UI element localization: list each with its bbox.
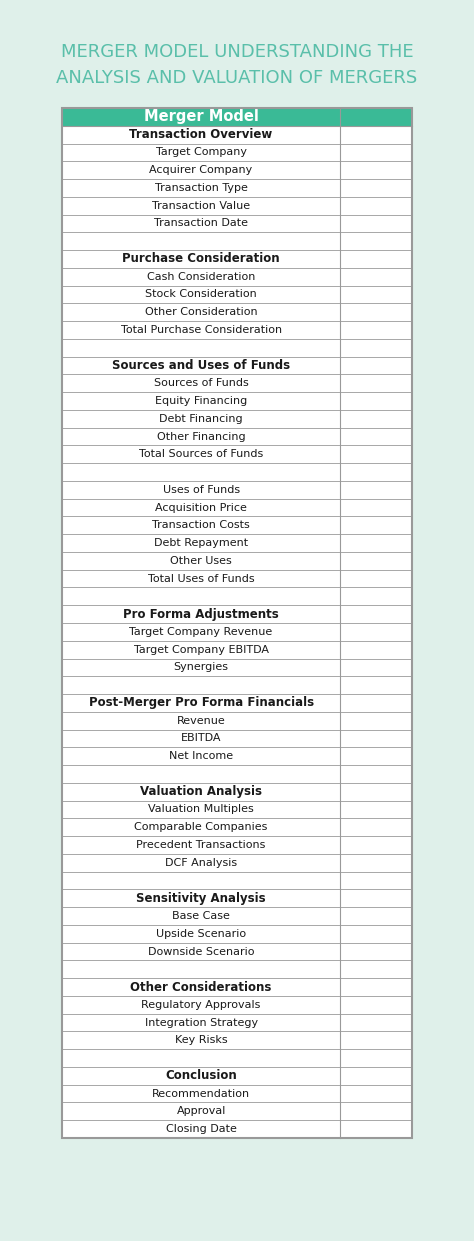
Text: Total Uses of Funds: Total Uses of Funds [148, 573, 255, 583]
Text: Uses of Funds: Uses of Funds [163, 485, 240, 495]
Bar [62, 108, 412, 125]
Text: Regulatory Approvals: Regulatory Approvals [141, 1000, 261, 1010]
Text: Approval: Approval [176, 1107, 226, 1117]
Text: DCF Analysis: DCF Analysis [165, 858, 237, 867]
Text: Stock Consideration: Stock Consideration [145, 289, 257, 299]
Text: Target Company Revenue: Target Company Revenue [129, 627, 273, 637]
Text: Acquisition Price: Acquisition Price [155, 503, 247, 513]
Text: Integration Strategy: Integration Strategy [145, 1018, 258, 1028]
Text: EBITDA: EBITDA [181, 733, 221, 743]
Text: Debt Repayment: Debt Repayment [154, 539, 248, 549]
Text: Pro Forma Adjustments: Pro Forma Adjustments [123, 608, 279, 620]
Text: Transaction Costs: Transaction Costs [152, 520, 250, 530]
Text: Revenue: Revenue [177, 716, 226, 726]
Text: Merger Model: Merger Model [144, 109, 258, 124]
Text: Sensitivity Analysis: Sensitivity Analysis [137, 892, 266, 905]
Text: ANALYSIS AND VALUATION OF MERGERS: ANALYSIS AND VALUATION OF MERGERS [56, 69, 418, 87]
Text: Valuation Analysis: Valuation Analysis [140, 786, 262, 798]
Text: Other Consideration: Other Consideration [145, 308, 257, 318]
Text: Total Purchase Consideration: Total Purchase Consideration [120, 325, 282, 335]
Text: Other Uses: Other Uses [170, 556, 232, 566]
Text: Downside Scenario: Downside Scenario [148, 947, 255, 957]
Text: Purchase Consideration: Purchase Consideration [122, 252, 280, 266]
Text: Base Case: Base Case [172, 911, 230, 921]
Text: Net Income: Net Income [169, 751, 233, 761]
Bar [62, 108, 412, 1138]
Text: Other Financing: Other Financing [157, 432, 246, 442]
Bar [62, 108, 412, 1138]
Text: MERGER MODEL UNDERSTANDING THE: MERGER MODEL UNDERSTANDING THE [61, 43, 413, 61]
Text: Precedent Transactions: Precedent Transactions [137, 840, 266, 850]
Text: Transaction Overview: Transaction Overview [129, 128, 273, 141]
Text: Acquirer Company: Acquirer Company [149, 165, 253, 175]
Text: Synergies: Synergies [173, 663, 228, 673]
Text: Equity Financing: Equity Financing [155, 396, 247, 406]
Text: Other Considerations: Other Considerations [130, 980, 272, 994]
Text: Valuation Multiples: Valuation Multiples [148, 804, 254, 814]
Text: Sources and Uses of Funds: Sources and Uses of Funds [112, 359, 290, 372]
Text: Conclusion: Conclusion [165, 1070, 237, 1082]
Text: Total Sources of Funds: Total Sources of Funds [139, 449, 263, 459]
Text: Target Company: Target Company [155, 148, 246, 158]
Text: Cash Consideration: Cash Consideration [147, 272, 255, 282]
Text: Transaction Value: Transaction Value [152, 201, 250, 211]
Text: Post-Merger Pro Forma Financials: Post-Merger Pro Forma Financials [89, 696, 314, 710]
Text: Key Risks: Key Risks [175, 1035, 228, 1045]
Text: Debt Financing: Debt Financing [159, 413, 243, 423]
Text: Target Company EBITDA: Target Company EBITDA [134, 644, 269, 655]
Text: Recommendation: Recommendation [152, 1088, 250, 1098]
Text: Sources of Funds: Sources of Funds [154, 379, 248, 388]
Text: Transaction Type: Transaction Type [155, 182, 247, 192]
Text: Closing Date: Closing Date [166, 1124, 237, 1134]
Text: Transaction Date: Transaction Date [154, 218, 248, 228]
Text: Upside Scenario: Upside Scenario [156, 928, 246, 938]
Text: Comparable Companies: Comparable Companies [135, 823, 268, 833]
